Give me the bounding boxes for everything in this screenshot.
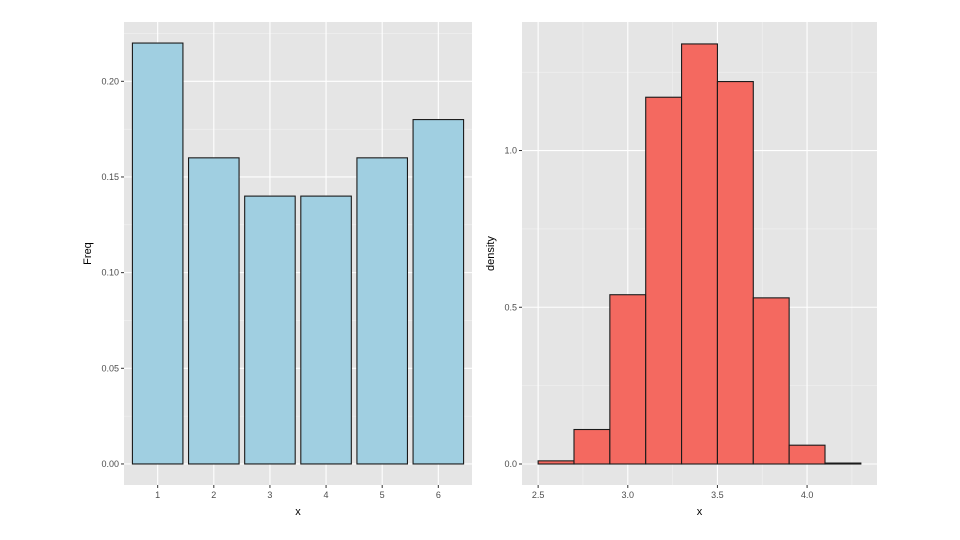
left-axis-ticks: 0.00 0.05 0.10 0.15 0.20 1 2 3 4 5 6 xyxy=(101,76,440,500)
right-bin-6 xyxy=(752,297,790,465)
left-x-tick-label: 5 xyxy=(380,490,385,500)
right-bin-0 xyxy=(537,460,575,465)
left-y-tick-label: 0.20 xyxy=(101,76,119,86)
left-x-tick-label: 1 xyxy=(155,490,160,500)
right-bin-1 xyxy=(573,428,611,465)
right-y-tick-label: 0.5 xyxy=(504,302,517,312)
right-bin-2 xyxy=(609,294,647,465)
left-y-tick-label: 0.10 xyxy=(101,268,119,278)
left-y-tick-label: 0.05 xyxy=(101,363,119,373)
left-x-axis-title: x xyxy=(295,506,301,518)
left-y-axis-title: Freq xyxy=(82,242,94,265)
left-y-tick-label: 0.00 xyxy=(101,459,119,469)
left-bar-4 xyxy=(300,195,352,465)
right-bin-3 xyxy=(645,96,683,465)
right-y-tick-label: 1.0 xyxy=(504,146,517,156)
right-y-axis-title: density xyxy=(485,236,497,271)
left-bar-3 xyxy=(244,195,296,465)
left-x-tick-label: 4 xyxy=(324,490,329,500)
left-bar-6 xyxy=(412,119,465,465)
left-chart-panel: 0.00 0.05 0.10 0.15 0.20 1 2 3 4 5 6 x Freq xyxy=(82,22,472,518)
right-x-tick-label: 3.5 xyxy=(711,490,724,500)
right-bin-5 xyxy=(716,81,754,465)
right-bin-7 xyxy=(788,444,826,465)
left-bar-1 xyxy=(131,42,184,465)
left-bar-5 xyxy=(356,157,409,465)
right-x-tick-label: 3.0 xyxy=(622,490,635,500)
right-chart-panel: 0.0 0.5 1.0 2.5 3.0 3.5 4.0 x density xyxy=(485,22,877,518)
right-bin-8 xyxy=(824,462,862,465)
right-y-tick-label: 0.0 xyxy=(504,459,517,469)
right-x-tick-label: 2.5 xyxy=(532,490,545,500)
right-axis-ticks: 0.0 0.5 1.0 2.5 3.0 3.5 4.0 xyxy=(504,146,813,500)
right-x-tick-label: 4.0 xyxy=(801,490,814,500)
left-x-tick-label: 2 xyxy=(211,490,216,500)
left-bars xyxy=(131,42,465,465)
right-x-axis-title: x xyxy=(697,506,703,518)
left-y-tick-label: 0.15 xyxy=(101,172,119,182)
left-x-tick-label: 3 xyxy=(267,490,272,500)
left-bar-2 xyxy=(187,157,240,465)
right-bin-4 xyxy=(681,43,718,465)
left-x-tick-label: 6 xyxy=(436,490,441,500)
right-histogram-bars xyxy=(537,43,862,465)
